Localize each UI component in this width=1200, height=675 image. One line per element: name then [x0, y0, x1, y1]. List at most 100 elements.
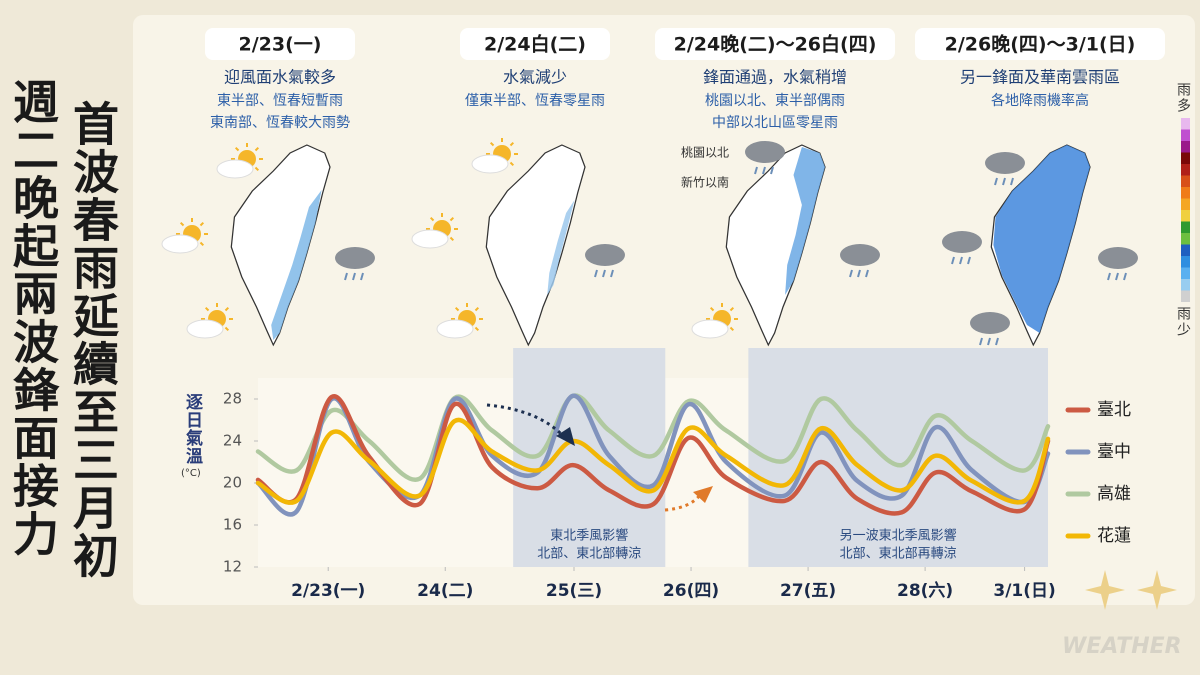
map-land — [485, 144, 586, 347]
icon-drop — [352, 272, 356, 281]
icon-cloud — [335, 247, 375, 269]
icon-ray — [509, 141, 515, 147]
weather-icon — [436, 303, 483, 339]
date-box — [205, 28, 355, 60]
icon-ray — [474, 326, 480, 332]
icon-drop — [865, 269, 869, 278]
icon-drop — [1010, 177, 1014, 186]
icon-ray — [204, 306, 210, 312]
weather-icon — [161, 218, 208, 254]
icon-ray — [449, 216, 455, 222]
y-tick-label: 20 — [223, 474, 242, 492]
map-rain — [547, 200, 575, 295]
x-tick-label: 28(六) — [897, 580, 953, 601]
icon-ray — [509, 161, 515, 167]
icon-drop — [360, 272, 364, 281]
map-rain — [993, 145, 1090, 333]
map-land — [230, 144, 331, 347]
rain-scale-swatch — [1181, 267, 1190, 279]
title-right: 首波春雨延續至三月初 — [66, 100, 120, 580]
icon-ray — [254, 166, 260, 172]
rain-scale-swatch — [1181, 290, 1190, 302]
weather-icon — [186, 303, 233, 339]
icon-drop — [857, 269, 861, 278]
arrowhead — [556, 427, 575, 446]
icon-drop — [951, 256, 955, 265]
weather-icon — [942, 231, 982, 265]
rain-scale-swatch — [1181, 175, 1190, 187]
rain-scale-swatch — [1181, 256, 1190, 268]
legend-label: 臺北 — [1097, 400, 1131, 420]
map-label: 新竹以南 — [681, 175, 729, 190]
series-line — [255, 394, 1051, 516]
x-tick-label: 26(四) — [663, 581, 719, 601]
weather-icon — [985, 152, 1025, 186]
y-tick-label: 28 — [223, 390, 242, 408]
y-tick-label: 24 — [223, 432, 242, 450]
annotation: 東北季風影響 — [550, 528, 628, 544]
panel-line: 中部以北山區零星雨 — [712, 115, 838, 131]
panel-headline: 迎風面水氣較多 — [224, 68, 336, 87]
rain-scale-swatch — [1181, 198, 1190, 210]
arrowhead — [693, 486, 713, 503]
rain-scale-swatch — [1181, 118, 1190, 130]
icon-ray — [729, 326, 735, 332]
icon-ray — [709, 306, 715, 312]
icon-ray — [729, 306, 735, 312]
legend-label: 高雄 — [1097, 484, 1131, 504]
x-tick-label: 3/1(日) — [993, 581, 1055, 601]
x-tick-label: 27(五) — [780, 581, 836, 601]
icon-drop — [959, 256, 963, 265]
icon-ray — [179, 221, 185, 227]
icon-cloud — [411, 229, 449, 249]
icon-drop — [994, 177, 998, 186]
date-box — [460, 28, 610, 60]
annotation: 北部、東北部轉涼 — [537, 546, 641, 562]
legend-label: 臺中 — [1097, 442, 1131, 462]
weather-icon — [745, 141, 785, 175]
icon-drop — [594, 269, 598, 278]
rain-scale-swatch — [1181, 279, 1190, 291]
x-tick-label: 2/23(一) — [291, 581, 365, 601]
icon-ray — [429, 216, 435, 222]
weather-icon — [216, 143, 263, 179]
panel-date: 2/24晚(二)～26白(四) — [674, 33, 877, 56]
panel-line: 各地降雨機率高 — [991, 92, 1089, 109]
icon-drop — [602, 269, 606, 278]
watermark: WEATHER — [1062, 634, 1182, 659]
map-rain — [271, 190, 322, 340]
icon-ray — [224, 306, 230, 312]
annotation: 北部、東北部再轉涼 — [840, 546, 957, 562]
rain-scale-swatch — [1181, 141, 1190, 153]
icon-ray — [199, 241, 205, 247]
icon-drop — [344, 272, 348, 281]
icon-drop — [979, 337, 983, 346]
y-axis-label: 逐日氣溫 — [182, 393, 202, 465]
annotation: 另一波東北季風影響 — [840, 528, 957, 544]
date-box — [915, 28, 1165, 60]
star-decoration — [1137, 570, 1177, 610]
icon-cloud — [471, 154, 509, 174]
x-tick-label: 24(二) — [417, 581, 473, 601]
y-axis-unit: (°C) — [181, 468, 201, 479]
y-tick-label: 16 — [223, 516, 242, 534]
icon-ray — [489, 141, 495, 147]
icon-ray — [454, 306, 460, 312]
panel-line: 桃園以北、東半部偶雨 — [705, 93, 845, 109]
icon-drop — [1115, 272, 1119, 281]
icon-cloud — [161, 234, 199, 254]
rain-scale-swatch — [1181, 233, 1190, 245]
rain-scale-swatch — [1181, 187, 1190, 199]
rain-scale-swatch — [1181, 164, 1190, 176]
rain-scale-swatch — [1181, 129, 1190, 141]
legend-label: 花蓮 — [1097, 526, 1131, 546]
icon-cloud — [1098, 247, 1138, 269]
weather-icon — [840, 244, 880, 278]
weather-icon — [335, 247, 375, 281]
icon-ray — [199, 221, 205, 227]
icon-drop — [995, 337, 999, 346]
arrow — [664, 494, 702, 512]
panel-headline: 水氣減少 — [503, 68, 567, 87]
rain-legend-top: 雨多 — [1175, 82, 1191, 114]
rain-scale-swatch — [1181, 210, 1190, 222]
